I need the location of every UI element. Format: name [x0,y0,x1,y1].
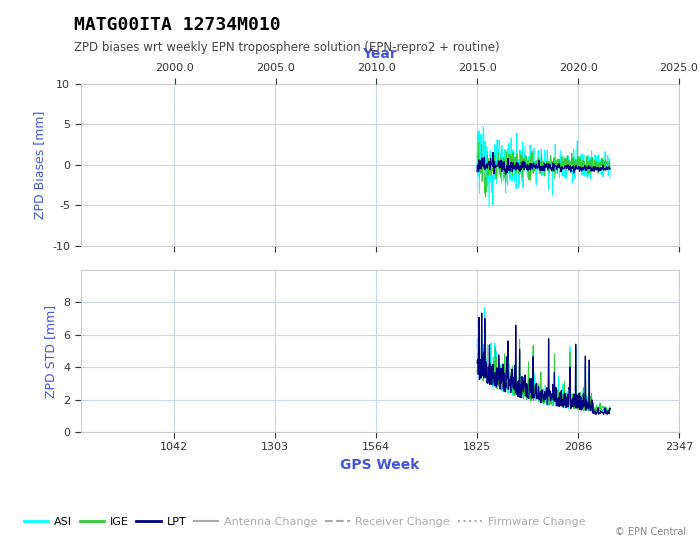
Text: MATG00ITA 12734M010: MATG00ITA 12734M010 [74,16,280,34]
Legend: ASI, IGE, LPT, Antenna Change, Receiver Change, Firmware Change: ASI, IGE, LPT, Antenna Change, Receiver … [20,513,590,532]
Text: ZPD biases wrt weekly EPN troposphere solution (EPN-repro2 + routine): ZPD biases wrt weekly EPN troposphere so… [74,40,499,53]
X-axis label: Year: Year [363,47,397,60]
Y-axis label: ZPD Biases [mm]: ZPD Biases [mm] [34,111,46,219]
Text: © EPN Central: © EPN Central [615,527,686,537]
X-axis label: GPS Week: GPS Week [340,458,419,472]
Y-axis label: ZPD STD [mm]: ZPD STD [mm] [44,305,57,397]
